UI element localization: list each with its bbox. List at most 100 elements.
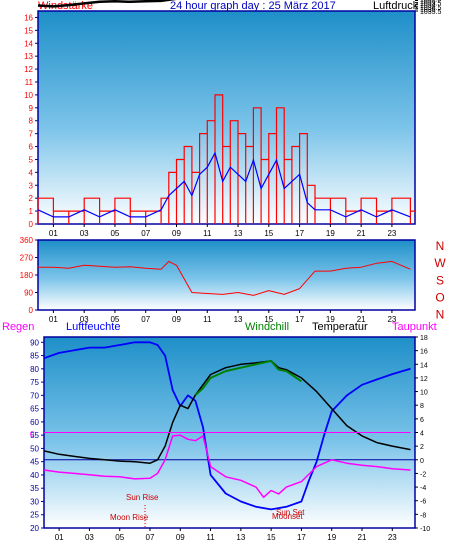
y-right-tick-label: -4	[420, 485, 426, 492]
rain-zero-label: 0	[30, 430, 35, 439]
y-left-tick-label: 30	[30, 497, 39, 506]
y-left-tick-label: 0	[29, 220, 34, 229]
y-left-tick-label: 25	[30, 511, 39, 520]
y-left-tick-label: 60	[30, 418, 39, 427]
x-tick-label: 09	[172, 229, 181, 238]
x-tick-label: 03	[80, 315, 89, 324]
y-right-tick-label: 1032.5	[420, 0, 442, 3]
y-right-tick-label: 6	[420, 417, 424, 424]
y-left-tick-label: 20	[30, 524, 39, 533]
y-left-tick-label: 45	[30, 458, 39, 467]
rain-legend-label: Regen	[2, 321, 34, 333]
x-tick-label: 01	[49, 315, 58, 324]
y-right-tick-label: 1034.5	[420, 5, 442, 12]
y-right-tick-label: 0	[420, 458, 424, 465]
y-right-tick-label: 4	[420, 431, 424, 438]
x-tick-label: 23	[388, 533, 397, 542]
x-tick-label: 21	[357, 229, 366, 238]
x-tick-label: 21	[357, 315, 366, 324]
y-left-tick-label: 90	[30, 338, 39, 347]
dewpoint-series	[43, 434, 411, 499]
wind-strength-series	[37, 94, 415, 224]
x-tick-label: 19	[327, 533, 336, 542]
x-tick-label: 03	[80, 229, 89, 238]
x-tick-label: 05	[110, 315, 119, 324]
axes-layer: 01 03 05 07 09 11 13 15 17 19 21 230123456789101112…	[20, 0, 442, 542]
windchill-series	[194, 359, 302, 396]
x-tick-label: 19	[326, 315, 335, 324]
y-left-tick-label: 35	[30, 484, 39, 493]
y-right-tick-label: 1035.5	[420, 9, 442, 16]
y-left-tick-label: 85	[30, 352, 39, 361]
wind-average-series	[37, 151, 411, 218]
wind-dir-label-w: W	[434, 256, 446, 270]
x-tick-label: 01	[49, 229, 58, 238]
x-tick-label: 05	[115, 533, 124, 542]
x-tick-label: 15	[264, 229, 273, 238]
y-left-tick-label: 2	[29, 194, 34, 203]
y-left-tick-label: 270	[20, 254, 34, 263]
y-right-tick-label: 10	[420, 390, 428, 397]
y-right-tick-label: 1032	[420, 0, 436, 1]
y-left-tick-label: 65	[30, 405, 39, 414]
y-right-tick-label: 12	[420, 376, 428, 383]
y-left-tick-label: 7	[29, 130, 34, 139]
y-left-tick-label: 55	[30, 431, 39, 440]
x-tick-label: 23	[387, 315, 396, 324]
windchill-legend-label: Windchill	[245, 321, 289, 333]
x-tick-label: 13	[236, 533, 245, 542]
y-left-tick-label: 1	[29, 207, 34, 216]
wind-pressure-panel	[37, 10, 416, 225]
y-right-tick-label: -6	[420, 499, 426, 506]
x-tick-label: 17	[295, 229, 304, 238]
x-tick-label: 05	[110, 229, 119, 238]
humidity-legend-label: Luftfeuchte	[66, 321, 120, 333]
marks-layer	[37, 0, 415, 511]
humidity-series	[43, 341, 411, 511]
moonset-label: Moonset	[272, 512, 303, 521]
moon-rise-label: Moon Rise	[110, 513, 149, 522]
x-tick-label: 15	[264, 315, 273, 324]
y-left-tick-label: 12	[24, 65, 33, 74]
y-right-tick-label: 1033.5	[420, 1, 442, 8]
x-tick-label: 11	[203, 315, 212, 324]
y-left-tick-label: 4	[29, 168, 34, 177]
y-left-tick-label: 40	[30, 471, 39, 480]
y-left-tick-label: 16	[24, 13, 33, 22]
y-right-tick-label: 18	[420, 335, 428, 342]
y-right-tick-label: 8	[420, 403, 424, 410]
y-left-tick-label: 13	[24, 52, 33, 61]
x-tick-label: 09	[172, 315, 181, 324]
wind-direction-series	[38, 260, 411, 296]
y-left-tick-label: 90	[24, 289, 33, 298]
y-right-tick-label: -2	[420, 471, 426, 478]
y-left-tick-label: 180	[20, 271, 34, 280]
x-tick-label: 09	[176, 533, 185, 542]
y-left-tick-label: 14	[24, 39, 33, 48]
x-tick-label: 17	[295, 315, 304, 324]
y-left-tick-label: 360	[20, 236, 34, 245]
y-right-tick-label: -8	[420, 512, 426, 519]
temperature-legend-label: Temperatur	[312, 321, 368, 333]
y-left-tick-label: 6	[29, 143, 34, 152]
y-left-tick-label: 75	[30, 378, 39, 387]
pressure-series	[37, 0, 178, 8]
x-tick-label: 19	[326, 229, 335, 238]
y-left-tick-label: 70	[30, 391, 39, 400]
y-left-tick-label: 50	[30, 444, 39, 453]
y-left-tick-label: 9	[29, 104, 34, 113]
sun-rise-label: Sun Rise	[126, 493, 159, 502]
y-left-tick-label: 80	[30, 365, 39, 374]
wind-direction-panel	[37, 239, 416, 311]
y-left-tick-label: 8	[29, 117, 34, 126]
sun-set-label: Sun Set	[276, 508, 305, 517]
pressure-label: Luftdruck	[373, 0, 419, 12]
y-right-tick-label: 1034	[420, 3, 436, 10]
y-left-tick-label: 5	[29, 155, 34, 164]
y-left-tick-label: 11	[25, 78, 34, 87]
chart-title: 24 hour graph day : 25 März 2017	[170, 0, 336, 12]
wind-dir-label-n: N	[436, 239, 445, 253]
x-tick-label: 11	[206, 533, 215, 542]
